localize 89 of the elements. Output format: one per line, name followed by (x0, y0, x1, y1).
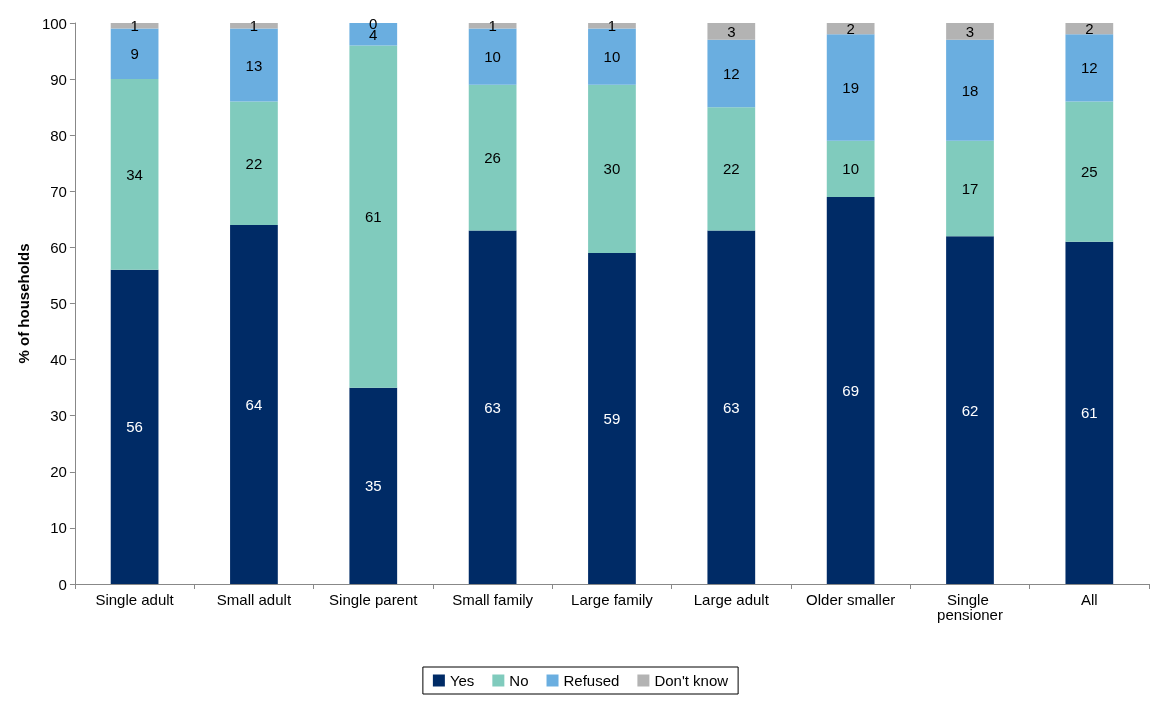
bar (230, 224, 278, 584)
bar (468, 230, 517, 584)
y-tick-label: 30 (50, 407, 67, 425)
y-tick-label: 60 (50, 238, 67, 256)
data-label: 2 (846, 20, 855, 38)
y-tick-label: 80 (50, 126, 67, 144)
data-label: 1 (130, 17, 139, 35)
data-label: 35 (364, 477, 382, 495)
data-label: 10 (603, 48, 621, 66)
bar (468, 84, 517, 231)
data-label: 25 (1080, 163, 1098, 181)
y-tick-label: 20 (50, 463, 67, 481)
legend-label: Don't know (654, 672, 729, 689)
data-label: 19 (842, 79, 859, 97)
data-label: 10 (842, 160, 859, 178)
y-tick-label: 100 (41, 14, 67, 32)
y-tick-label: 40 (50, 351, 67, 369)
y-tick-label: 50 (50, 295, 67, 312)
legend-label: Refused (563, 672, 620, 689)
data-label: 1 (249, 17, 259, 35)
x-tick-label: Small adult (216, 591, 292, 608)
bar (110, 269, 159, 584)
x-tick-label: Large family (571, 591, 654, 608)
bar (230, 101, 278, 225)
data-label: 10 (484, 48, 501, 66)
legend-label: No (509, 672, 529, 689)
bar (826, 34, 875, 141)
bar (946, 236, 994, 584)
bar (230, 23, 278, 29)
data-label: 1 (607, 17, 617, 35)
data-label: 12 (1080, 59, 1098, 77)
x-tick-label: Older smaller (806, 591, 896, 608)
data-label: 61 (364, 208, 382, 226)
bar (588, 23, 636, 29)
bar (588, 84, 636, 254)
data-label: 64 (245, 395, 263, 413)
data-label: 26 (484, 149, 501, 167)
x-tick-label: Small family (452, 591, 534, 608)
data-label: 30 (603, 160, 621, 178)
bar (946, 23, 994, 40)
bar (826, 140, 875, 197)
y-tick-label: 90 (50, 70, 67, 88)
data-label: 17 (961, 179, 979, 197)
data-label: 63 (722, 398, 740, 416)
data-label: 2 (1085, 20, 1094, 38)
data-label: 1 (488, 17, 497, 35)
bar (349, 45, 398, 388)
x-tick-label: Single parent (329, 591, 419, 608)
bar (349, 387, 398, 584)
y-tick-label: 70 (50, 182, 67, 200)
data-label: 13 (245, 56, 263, 74)
bar (110, 23, 159, 29)
bar (707, 23, 756, 40)
data-label: 22 (722, 160, 740, 178)
data-label: 9 (130, 45, 139, 63)
bar (1065, 101, 1114, 242)
bar (588, 253, 636, 584)
bar (1065, 23, 1114, 35)
data-label: 56 (126, 418, 143, 436)
data-label: 18 (961, 81, 979, 99)
x-tick-label: Large adult (693, 591, 770, 608)
bar (707, 39, 756, 108)
y-tick-label: 0 (58, 575, 67, 593)
bar (110, 79, 159, 270)
data-label: 62 (961, 401, 979, 419)
data-label: 69 (842, 381, 859, 399)
x-tick-label: All (1080, 591, 1098, 608)
data-label: 12 (722, 64, 740, 82)
bar (826, 23, 875, 35)
x-tick-label: Single adult (95, 591, 175, 608)
bar (707, 230, 756, 584)
bar (826, 196, 875, 584)
bar (946, 39, 994, 141)
bar (946, 140, 994, 237)
data-label: 61 (1080, 404, 1098, 422)
bar (468, 23, 517, 29)
legend-label: Yes (449, 672, 475, 689)
bar (1065, 241, 1114, 584)
bar (707, 107, 756, 231)
data-label: 63 (484, 398, 501, 416)
y-tick-label: 10 (50, 519, 67, 537)
x-tick-label: Single pensioner (937, 591, 1003, 623)
data-label: 59 (603, 410, 621, 428)
bar (1065, 34, 1114, 102)
data-label: 3 (727, 22, 736, 40)
data-label: 34 (126, 165, 143, 183)
data-label: 3 (965, 22, 975, 40)
y-axis-title: % of households (15, 243, 32, 364)
data-label: 22 (245, 154, 263, 172)
